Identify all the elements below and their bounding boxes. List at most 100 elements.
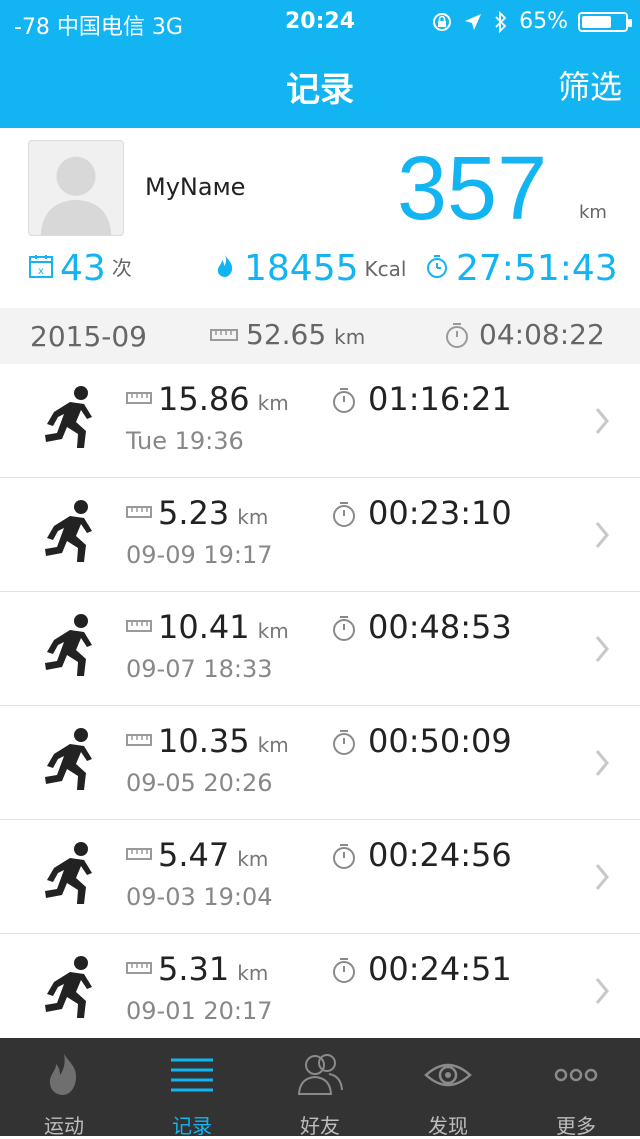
month-duration-value: 04:08:22 <box>479 318 605 351</box>
record-distance-value: 5.23 <box>158 494 230 532</box>
list-icon <box>171 1058 213 1092</box>
tab-label: 发现 <box>428 1114 468 1138</box>
ruler-icon <box>210 329 238 341</box>
ruler-icon <box>126 962 152 974</box>
filter-button[interactable]: 筛选 <box>557 68 622 106</box>
record-row[interactable]: 10.35 km 00:50:09 09-05 20:26 <box>0 706 640 820</box>
record-distance: 15.86 km <box>158 380 289 418</box>
record-distance: 10.41 km <box>158 608 289 646</box>
stopwatch-icon <box>333 958 355 983</box>
record-duration: 00:24:56 <box>368 836 512 874</box>
record-duration: 00:24:51 <box>368 950 512 988</box>
avatar-placeholder-icon <box>29 141 123 235</box>
stopwatch-icon <box>333 844 355 869</box>
record-distance-value: 5.31 <box>158 950 230 988</box>
records-list: 15.86 km 01:16:21 Tue 19:36 5.23 km 00:2… <box>0 364 640 1048</box>
runner-icon <box>45 842 92 904</box>
record-row[interactable]: 5.31 km 00:24:51 09-01 20:17 <box>0 934 640 1048</box>
record-row[interactable]: 15.86 km 01:16:21 Tue 19:36 <box>0 364 640 478</box>
chevron-right-icon <box>595 978 609 1004</box>
chevron-right-icon <box>595 636 609 662</box>
record-distance-unit: km <box>237 505 269 529</box>
month-distance-value: 52.65 <box>246 318 327 351</box>
battery-icon <box>578 11 632 32</box>
record-distance-value: 15.86 <box>158 380 250 418</box>
record-row[interactable]: 5.47 km 00:24:56 09-03 19:04 <box>0 820 640 934</box>
calories-value: 18455 <box>244 248 359 289</box>
bluetooth-icon <box>495 10 507 33</box>
clock: 20:24 <box>284 9 356 34</box>
status-bar: -78 中国电信 3G 20:24 65% <box>0 0 640 40</box>
record-duration: 00:23:10 <box>368 494 512 532</box>
record-duration: 00:50:09 <box>368 722 512 760</box>
chevron-right-icon <box>595 522 609 548</box>
stats-row: x 43 次 18455 Kcal 27:51:43 <box>28 248 618 308</box>
calories-stat: 18455 Kcal <box>212 248 406 289</box>
runner-icon <box>45 386 92 448</box>
header-bar: -78 中国电信 3G 20:24 65% 记录 筛选 <box>0 0 640 128</box>
record-distance-unit: km <box>257 391 289 415</box>
chevron-right-icon <box>595 864 609 890</box>
record-distance-value: 10.35 <box>158 722 250 760</box>
tab-friends[interactable]: 好友 <box>256 1038 384 1138</box>
total-distance-unit: km <box>579 202 607 223</box>
more-icon <box>554 1068 598 1082</box>
duration-value: 27:51:43 <box>456 248 618 289</box>
rotation-lock-icon <box>433 12 452 31</box>
tab-label: 更多 <box>556 1114 596 1138</box>
calories-unit: Kcal <box>364 257 407 281</box>
svg-text:x: x <box>38 266 44 277</box>
record-distance-value: 10.41 <box>158 608 250 646</box>
duration-stat: 27:51:43 <box>424 248 618 289</box>
record-distance: 5.47 km <box>158 836 268 874</box>
record-distance-value: 5.47 <box>158 836 230 874</box>
run-count-unit: 次 <box>111 256 132 280</box>
flame-icon <box>217 255 233 277</box>
record-duration: 01:16:21 <box>368 380 512 418</box>
tab-records[interactable]: 记录 <box>128 1038 256 1138</box>
page-title: 记录 <box>286 70 354 110</box>
stopwatch-icon <box>333 730 355 755</box>
profile-summary: MyNaмe 357 km x 43 次 18455 Kcal 27:51:43 <box>0 128 640 309</box>
calendar-icon: x <box>29 255 53 278</box>
record-duration: 00:48:53 <box>368 608 512 646</box>
ruler-icon <box>126 392 152 404</box>
record-row[interactable]: 10.41 km 00:48:53 09-07 18:33 <box>0 592 640 706</box>
record-distance-unit: km <box>257 619 289 643</box>
ruler-icon <box>126 506 152 518</box>
tab-discover[interactable]: 发现 <box>384 1038 512 1138</box>
ruler-icon <box>126 620 152 632</box>
ruler-icon <box>126 734 152 746</box>
month-label: 2015-09 <box>30 320 147 353</box>
record-distance: 5.31 km <box>158 950 268 988</box>
record-distance-unit: km <box>237 961 269 985</box>
status-indicators: 65% <box>431 9 632 34</box>
runner-icon <box>45 728 92 790</box>
chevron-right-icon <box>595 750 609 776</box>
tab-sport[interactable]: 运动 <box>0 1038 128 1138</box>
month-distance: 52.65 km <box>210 318 365 351</box>
location-icon <box>465 13 482 30</box>
runner-icon <box>45 500 92 562</box>
friends-icon <box>297 1054 343 1095</box>
record-row[interactable]: 5.23 km 00:23:10 09-09 19:17 <box>0 478 640 592</box>
runner-icon <box>45 956 92 1018</box>
eye-icon <box>424 1063 472 1087</box>
carrier-label: -78 中国电信 3G <box>14 15 183 40</box>
tab-more[interactable]: 更多 <box>512 1038 640 1138</box>
stopwatch-icon <box>427 255 447 278</box>
user-name: MyNaмe <box>145 173 246 201</box>
tab-bar: 运动 记录 好友 发现 更多 <box>0 1038 640 1138</box>
total-distance: 357 <box>397 139 548 239</box>
month-summary: 2015-09 52.65 km 04:08:22 <box>0 308 640 365</box>
record-date: 09-09 19:17 <box>126 541 273 569</box>
record-distance-unit: km <box>257 733 289 757</box>
avatar[interactable] <box>28 140 124 236</box>
tab-label: 好友 <box>300 1114 340 1138</box>
record-distance: 5.23 km <box>158 494 268 532</box>
tab-label: 记录 <box>172 1114 212 1138</box>
record-date: Tue 19:36 <box>126 427 244 455</box>
record-distance: 10.35 km <box>158 722 289 760</box>
record-date: 09-01 20:17 <box>126 997 273 1025</box>
tab-label: 运动 <box>44 1114 84 1138</box>
